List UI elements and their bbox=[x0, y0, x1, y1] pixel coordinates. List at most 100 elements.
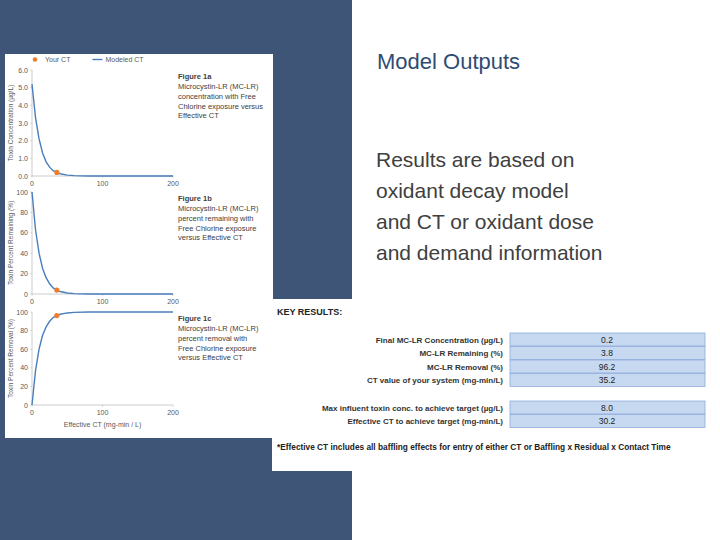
x-tick bbox=[102, 405, 103, 407]
y-tick-label: 40 bbox=[20, 250, 28, 257]
x-tick-label: 200 bbox=[167, 180, 179, 187]
y-tick bbox=[30, 212, 32, 213]
y-tick-label: 0 bbox=[24, 402, 28, 409]
body-text: Results are based on bbox=[376, 148, 574, 172]
x-tick-label: 100 bbox=[97, 409, 109, 416]
footnote: *Effective CT includes all baffling effe… bbox=[277, 442, 709, 453]
result-value: 8.0 bbox=[601, 403, 613, 413]
plot-area bbox=[32, 192, 173, 294]
body-text: and demand information bbox=[376, 241, 602, 265]
result-cell bbox=[510, 347, 705, 360]
result-value: 96.2 bbox=[599, 362, 616, 372]
chart: 0 20 40 60 80 100 0 100 200 Toxin Percent Removal… bbox=[7, 309, 179, 430]
results-panel bbox=[272, 299, 712, 471]
plot-area bbox=[32, 312, 173, 405]
chart: 0.01.02.03.04.05.06.00100200Toxin Concen… bbox=[7, 56, 179, 187]
result-label: MC-LR Removal (%) bbox=[427, 363, 503, 372]
y-tick bbox=[30, 273, 32, 274]
result-value: 30.2 bbox=[599, 416, 616, 426]
figure-title: Figure 1a bbox=[178, 72, 211, 81]
x-tick bbox=[32, 405, 33, 407]
legend-marker bbox=[92, 59, 102, 60]
y-axis-title: Toxin Percent Removal (%) bbox=[7, 319, 15, 398]
y-tick-label: 80 bbox=[20, 327, 28, 334]
result-label: MC-LR Remaining (%) bbox=[419, 349, 503, 358]
y-tick bbox=[30, 140, 32, 141]
x-tick-label: 0 bbox=[30, 180, 34, 187]
y-tick-label: 3.0 bbox=[18, 120, 28, 127]
x-tick-label: 100 bbox=[97, 180, 109, 187]
legend-label: Your CT bbox=[45, 56, 71, 63]
y-tick bbox=[30, 253, 32, 254]
background bbox=[0, 0, 720, 540]
x-axis-title: Effective CT (mg-min / L) bbox=[64, 421, 142, 429]
result-cell bbox=[510, 333, 705, 346]
figure-title: Figure 1c bbox=[178, 314, 211, 323]
y-tick-label: 40 bbox=[20, 364, 28, 371]
y-tick bbox=[30, 312, 32, 313]
result-label: Final MC-LR Concentration (µg/L) bbox=[376, 336, 504, 345]
y-axis bbox=[32, 192, 33, 294]
result-cell bbox=[510, 374, 705, 387]
result-value: 0.2 bbox=[601, 335, 613, 345]
figure-caption: Microcystin-LR (MC-LR) percent removal w… bbox=[178, 324, 264, 363]
scatter-point bbox=[54, 288, 59, 293]
x-tick bbox=[32, 294, 33, 296]
series-line bbox=[32, 192, 173, 294]
body-text: and CT or oxidant dose bbox=[376, 210, 594, 234]
x-tick-label: 200 bbox=[167, 409, 179, 416]
series-line bbox=[32, 84, 173, 176]
x-tick-label: 0 bbox=[30, 409, 34, 416]
y-tick-label: 0 bbox=[24, 291, 28, 298]
y-tick bbox=[30, 158, 32, 159]
series-line bbox=[32, 312, 173, 405]
chart: 0204060801000100200Toxin Percent Remaini… bbox=[7, 189, 179, 306]
x-tick-label: 0 bbox=[30, 298, 34, 305]
y-tick bbox=[30, 386, 32, 387]
legend-label: Modeled CT bbox=[105, 56, 144, 63]
x-tick-label: 200 bbox=[167, 298, 179, 305]
plot-area bbox=[32, 84, 173, 176]
y-tick-label: 100 bbox=[16, 309, 28, 316]
y-tick bbox=[30, 70, 32, 71]
chart-panel bbox=[5, 54, 273, 438]
y-tick-label: 2.0 bbox=[18, 137, 28, 144]
x-tick bbox=[173, 405, 174, 407]
x-tick-label: 100 bbox=[97, 298, 109, 305]
x-tick bbox=[32, 176, 33, 178]
result-label: Effective CT to achieve target (mg-min/L… bbox=[347, 417, 503, 426]
figure-title: Figure 1b bbox=[178, 194, 212, 203]
y-tick bbox=[30, 349, 32, 350]
y-tick-label: 100 bbox=[16, 189, 28, 196]
y-tick-label: 6.0 bbox=[18, 67, 28, 74]
y-tick-label: 20 bbox=[20, 383, 28, 390]
y-axis bbox=[32, 312, 33, 405]
scatter-point bbox=[54, 313, 59, 318]
slide-canvas: 0.01.02.03.04.05.06.00100200Toxin Concen… bbox=[0, 0, 720, 540]
y-tick-label: 5.0 bbox=[18, 84, 28, 91]
result-value: 3.8 bbox=[601, 348, 613, 358]
figure-caption: Microcystin-LR (MC-LR) percent remaining… bbox=[178, 204, 264, 243]
result-value: 35.2 bbox=[599, 375, 616, 385]
result-cell bbox=[510, 401, 705, 414]
y-tick-label: 60 bbox=[20, 229, 28, 236]
figure-caption: Microcystin-LR (MC-LR) concentration wit… bbox=[178, 82, 264, 121]
results-heading: KEY RESULTS: bbox=[277, 307, 342, 317]
y-tick-label: 80 bbox=[20, 209, 28, 216]
y-tick bbox=[30, 232, 32, 233]
y-tick-label: 0.0 bbox=[18, 173, 28, 180]
y-tick bbox=[30, 105, 32, 106]
legend-marker bbox=[33, 57, 38, 62]
slide-title: Model Outputs bbox=[377, 49, 520, 75]
result-label: CT value of your system (mg-min/L) bbox=[367, 376, 503, 385]
result-cell bbox=[510, 415, 705, 428]
y-tick-label: 4.0 bbox=[18, 102, 28, 109]
y-tick bbox=[30, 123, 32, 124]
scatter-point bbox=[54, 170, 59, 175]
body-text: oxidant decay model bbox=[376, 179, 569, 203]
y-tick-label: 60 bbox=[20, 346, 28, 353]
y-axis-title: Toxin Percent Remaining (%) bbox=[7, 201, 15, 285]
result-cell bbox=[510, 360, 705, 373]
y-tick bbox=[30, 330, 32, 331]
result-label: Max influent toxin conc. to achieve targ… bbox=[322, 404, 503, 413]
